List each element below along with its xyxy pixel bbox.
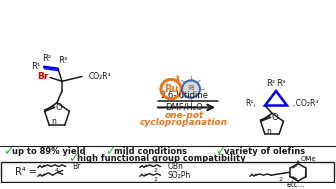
Text: O: O <box>271 113 278 122</box>
Text: ✓: ✓ <box>215 146 225 159</box>
Text: 4: 4 <box>55 168 59 173</box>
Text: DMF/H₂O: DMF/H₂O <box>165 103 203 112</box>
Text: ≋: ≋ <box>187 84 195 93</box>
Text: ✓: ✓ <box>105 146 116 159</box>
Text: OBn: OBn <box>168 162 183 171</box>
Text: 2: 2 <box>153 177 157 182</box>
Text: ..CO₂R⁴: ..CO₂R⁴ <box>291 99 319 108</box>
Text: Ru: Ru <box>164 84 178 94</box>
Text: CO₂R⁴: CO₂R⁴ <box>89 72 111 81</box>
Text: 2,6-lutidine: 2,6-lutidine <box>160 91 208 100</box>
Text: high functional group compatibility: high functional group compatibility <box>77 154 246 163</box>
Text: R⁴ =: R⁴ = <box>15 167 37 177</box>
Text: cyclopropanation: cyclopropanation <box>140 119 228 127</box>
Text: n: n <box>51 118 56 126</box>
Text: R¹,: R¹, <box>246 99 256 108</box>
Text: etc...: etc... <box>286 180 305 189</box>
Circle shape <box>161 79 181 99</box>
Text: R³: R³ <box>277 79 286 88</box>
Text: 2: 2 <box>278 177 282 182</box>
Text: OMe: OMe <box>301 156 317 162</box>
Text: 2: 2 <box>153 168 157 173</box>
Text: Br: Br <box>72 162 80 171</box>
Text: SO₂Ph: SO₂Ph <box>168 171 191 180</box>
Text: one-pot: one-pot <box>164 111 204 120</box>
Text: Br: Br <box>37 72 49 81</box>
Text: R²: R² <box>42 54 51 63</box>
Text: R³: R³ <box>58 56 68 64</box>
Circle shape <box>182 80 200 98</box>
Text: O: O <box>55 103 62 112</box>
Text: ✓: ✓ <box>68 152 79 165</box>
Text: mild conditions: mild conditions <box>114 147 187 156</box>
Text: n: n <box>266 127 271 136</box>
Text: R¹: R¹ <box>31 62 41 71</box>
Text: R²: R² <box>266 79 276 88</box>
Text: up to 89% yield: up to 89% yield <box>12 147 86 156</box>
Text: variety of olefins: variety of olefins <box>224 147 305 156</box>
Text: ✓: ✓ <box>3 146 13 159</box>
